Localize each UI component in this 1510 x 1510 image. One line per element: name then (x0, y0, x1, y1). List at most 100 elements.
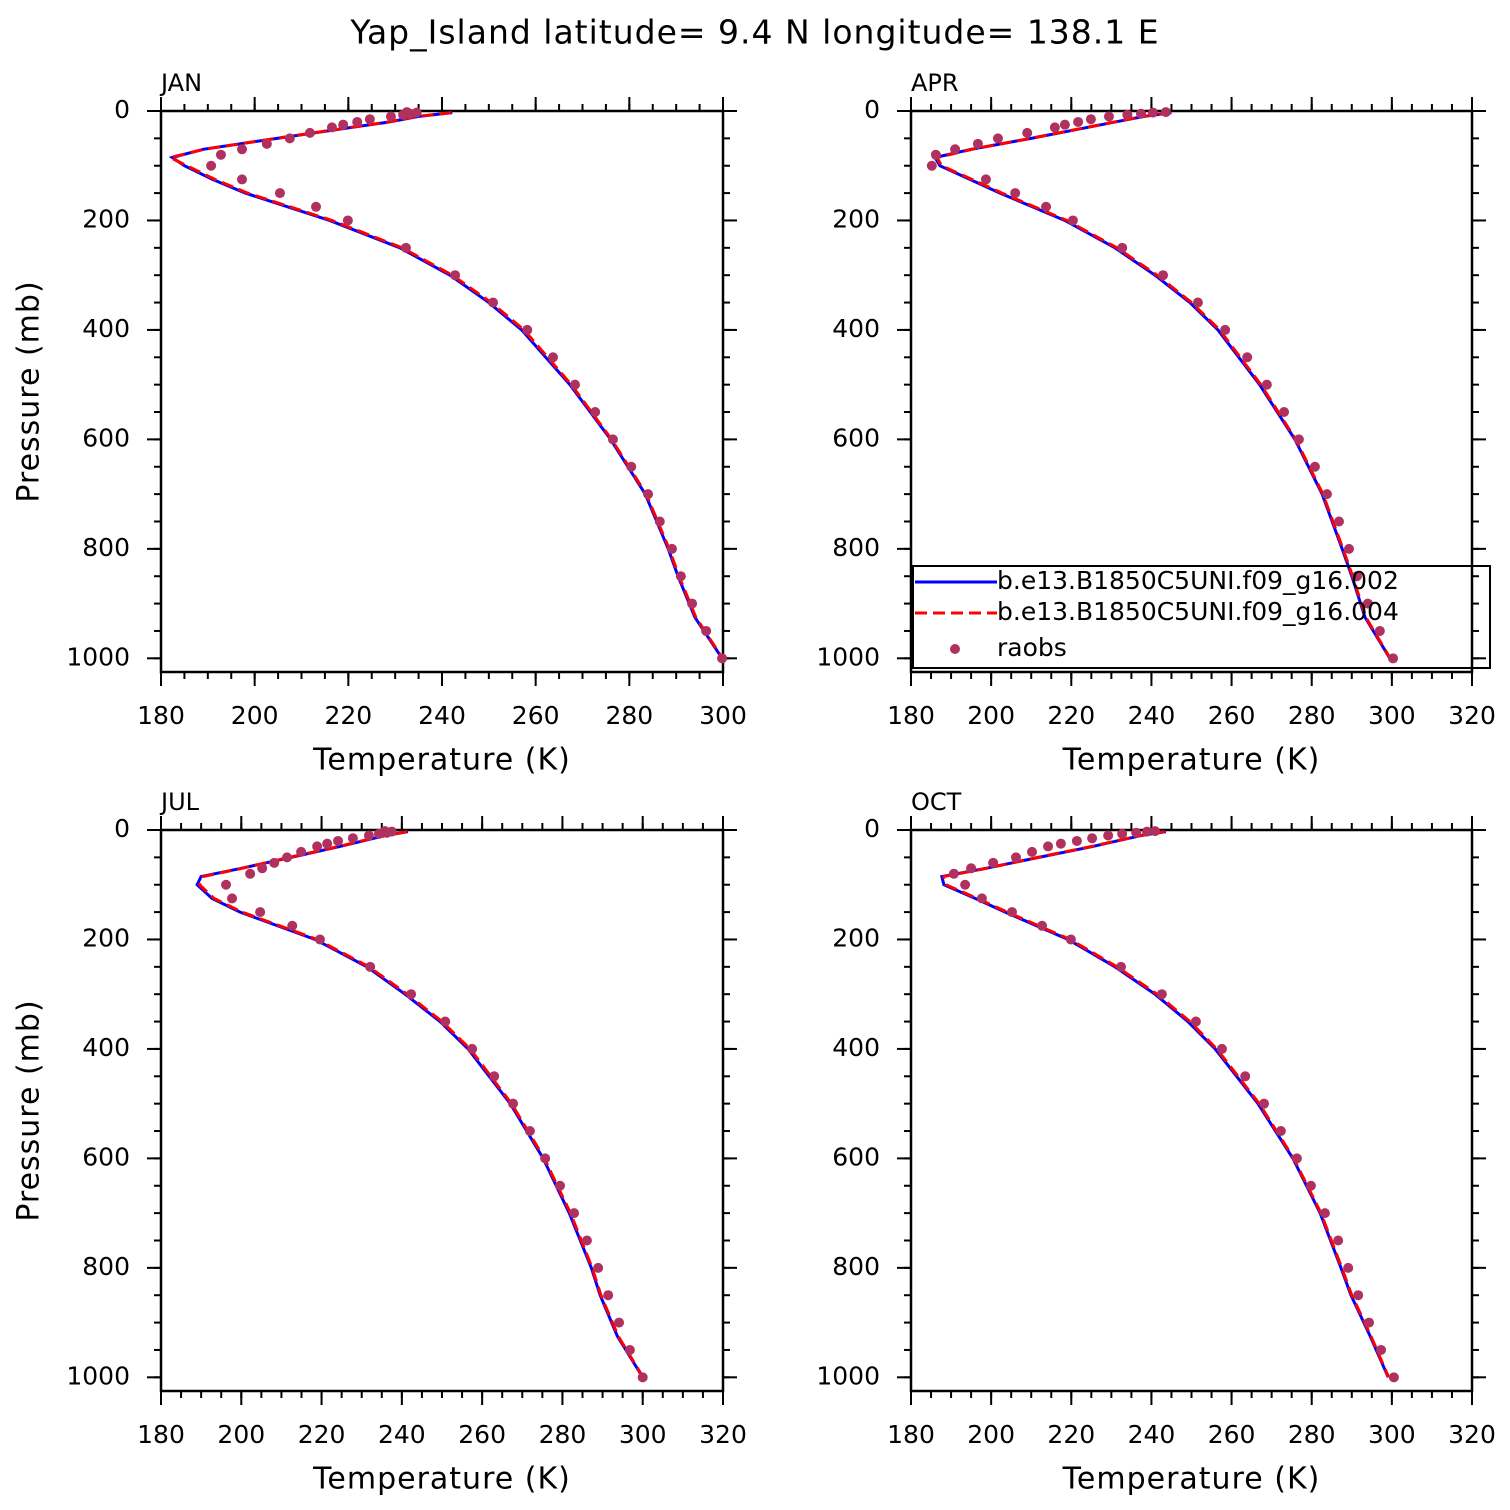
raob-point (311, 201, 322, 212)
raob-point (1319, 1208, 1330, 1219)
figure-title: Yap_Island latitude= 9.4 N longitude= 13… (349, 13, 1159, 52)
raob-point (261, 138, 272, 149)
profile-line (168, 111, 724, 660)
raob-point (1122, 109, 1133, 120)
y-tick-label: 1000 (66, 1361, 130, 1390)
raob-point (624, 1344, 635, 1355)
y-tick-label: 400 (832, 314, 880, 343)
raob-point (1158, 270, 1169, 281)
x-tick-label: 200 (217, 1420, 265, 1449)
raob-point (352, 116, 363, 127)
x-tick-label: 180 (137, 1420, 185, 1449)
raob-point (1117, 242, 1128, 253)
x-tick-label: 180 (137, 701, 185, 730)
x-tick-label: 200 (967, 701, 1015, 730)
plot-frame (909, 109, 1474, 674)
raob-point (326, 122, 337, 133)
raob-point (960, 879, 971, 890)
raob-point (440, 1016, 451, 1027)
raob-point (1103, 830, 1114, 841)
raob-point (569, 1208, 580, 1219)
raob-point (637, 1372, 648, 1383)
raob-point (1351, 571, 1362, 582)
raob-point (1043, 841, 1054, 852)
panel: 180 200 220 240 260 280 300 320 0 200 400 600 800 100… (12, 788, 747, 1497)
raob-point (626, 461, 637, 472)
raob-point (1115, 961, 1126, 972)
raob-point (406, 989, 417, 1000)
x-tick-label: 300 (1368, 701, 1416, 730)
x-tick-label: 260 (1208, 1420, 1256, 1449)
y-tick-label: 600 (82, 423, 130, 452)
raob-point (666, 543, 677, 554)
legend-marker (950, 644, 960, 654)
raob-point (1190, 1016, 1201, 1027)
y-tick-label: 200 (82, 923, 130, 952)
y-tick-label: 0 (114, 95, 130, 124)
y-tick-label: 0 (864, 814, 880, 843)
x-tick-label: 220 (1047, 701, 1095, 730)
raob-point (540, 1153, 551, 1164)
raob-point (237, 174, 248, 185)
raob-point (1259, 1098, 1270, 1109)
raob-point (948, 868, 959, 879)
x-tick-label: 200 (231, 701, 279, 730)
raob-point (450, 270, 461, 281)
x-tick-label: 240 (418, 701, 466, 730)
raob-point (547, 352, 558, 363)
raob-point (1293, 434, 1304, 445)
raob-point (976, 893, 987, 904)
raob-point (304, 127, 315, 138)
raob-point (1305, 1180, 1316, 1191)
x-tick-label: 260 (1208, 701, 1256, 730)
raob-point (488, 297, 499, 308)
raob-point (607, 434, 618, 445)
raob-point (333, 835, 344, 846)
x-tick-label: 260 (458, 1420, 506, 1449)
raob-point (206, 160, 217, 171)
raob-point (1010, 188, 1021, 199)
x-axis-label: Temperature (K) (312, 1462, 571, 1497)
raob-point (687, 598, 698, 609)
raob-point (522, 324, 533, 335)
y-axis-label: Pressure (mb) (12, 280, 47, 502)
raob-point (675, 571, 686, 582)
raob-point (1321, 489, 1332, 500)
y-axis-label: Pressure (mb) (12, 999, 47, 1221)
raob-point (338, 119, 349, 130)
y-tick-label: 200 (82, 204, 130, 233)
raob-point (555, 1180, 566, 1191)
x-tick-label: 240 (1128, 701, 1176, 730)
raob-point (1333, 1235, 1344, 1246)
raob-point (364, 114, 375, 125)
panel-title: JAN (159, 69, 202, 97)
raob-point (1085, 114, 1096, 125)
raob-point (342, 215, 353, 226)
raob-point (1131, 827, 1142, 838)
y-tick-label: 400 (82, 1033, 130, 1062)
y-tick-label: 600 (832, 423, 880, 452)
raob-point (1192, 297, 1203, 308)
panel: 180 200 220 240 260 280 300 320 0 200 400 600 800 100… (816, 69, 1495, 778)
profile-line (197, 830, 645, 1379)
raob-point (1065, 934, 1076, 945)
raob-point (467, 1043, 478, 1054)
x-tick-label: 240 (378, 1420, 426, 1449)
raob-point (1275, 1126, 1286, 1137)
y-tick-label: 600 (832, 1142, 880, 1171)
y-tick-label: 1000 (66, 642, 130, 671)
x-tick-label: 300 (619, 1420, 667, 1449)
raob-point (269, 857, 280, 868)
x-axis-label: Temperature (K) (1062, 743, 1321, 778)
raob-point (701, 625, 712, 636)
raob-point (314, 934, 325, 945)
raob-point (950, 144, 961, 155)
raob-point (255, 907, 266, 918)
raob-point (643, 489, 654, 500)
x-axis-label: Temperature (K) (1062, 1462, 1321, 1497)
y-tick-label: 800 (82, 1252, 130, 1281)
plot-frame (159, 828, 725, 1393)
profile-line (942, 830, 1391, 1378)
x-tick-label: 280 (1288, 701, 1336, 730)
